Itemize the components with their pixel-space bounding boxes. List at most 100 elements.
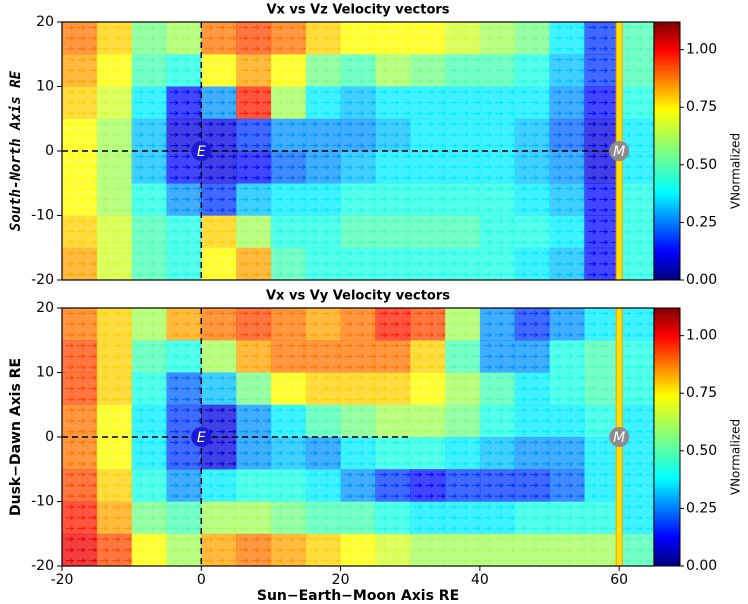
arrow bbox=[599, 250, 609, 256]
arrow bbox=[286, 407, 295, 413]
arrow bbox=[518, 272, 528, 278]
arrow bbox=[320, 536, 330, 542]
arrow bbox=[402, 515, 412, 521]
arrow-glyphs bbox=[518, 24, 551, 52]
arrow bbox=[518, 343, 528, 349]
arrow bbox=[390, 493, 400, 499]
arrow bbox=[65, 375, 75, 381]
arrow bbox=[518, 57, 528, 63]
arrow bbox=[518, 239, 528, 245]
arrow bbox=[251, 472, 261, 478]
arrow bbox=[286, 164, 295, 170]
arrow bbox=[262, 175, 272, 181]
arrow bbox=[494, 164, 504, 170]
arrow bbox=[599, 525, 609, 531]
arrow bbox=[634, 35, 644, 41]
arrow bbox=[587, 250, 597, 256]
arrow-glyphs bbox=[622, 375, 655, 402]
arrow bbox=[169, 429, 179, 435]
arrow-glyphs bbox=[100, 472, 133, 499]
arrow bbox=[262, 504, 272, 510]
arrow bbox=[413, 110, 423, 116]
arrow bbox=[483, 418, 493, 424]
arrow bbox=[77, 164, 86, 170]
arrow bbox=[634, 67, 644, 73]
arrow bbox=[506, 386, 516, 392]
arrow bbox=[239, 239, 249, 245]
arrow bbox=[216, 207, 226, 213]
arrow bbox=[448, 239, 458, 245]
arrow bbox=[158, 558, 168, 564]
arrow bbox=[239, 143, 249, 149]
arrow-glyphs bbox=[413, 121, 446, 149]
arrow bbox=[448, 153, 458, 159]
arrow bbox=[553, 132, 562, 138]
arrow bbox=[88, 175, 98, 181]
arrow bbox=[460, 429, 470, 435]
arrow bbox=[634, 375, 644, 381]
arrow-glyphs bbox=[413, 407, 446, 435]
arrow bbox=[181, 310, 191, 316]
arrow bbox=[135, 89, 145, 95]
arrow bbox=[332, 461, 342, 467]
arrow bbox=[216, 164, 226, 170]
arrow bbox=[274, 375, 284, 381]
arrow bbox=[123, 493, 133, 499]
arrow bbox=[181, 364, 191, 370]
arrow bbox=[483, 396, 493, 402]
arrow bbox=[309, 386, 319, 392]
arrow bbox=[344, 261, 353, 267]
arrow bbox=[553, 46, 562, 52]
arrow bbox=[541, 89, 551, 95]
arrow bbox=[355, 482, 365, 488]
arrow bbox=[286, 207, 295, 213]
arrow bbox=[227, 164, 237, 170]
arrow bbox=[448, 110, 458, 116]
arrow bbox=[274, 196, 284, 202]
arrow bbox=[216, 186, 226, 192]
arrow bbox=[332, 143, 342, 149]
arrow bbox=[553, 558, 562, 564]
arrow-glyphs bbox=[518, 375, 551, 402]
arrow bbox=[460, 386, 470, 392]
arrow bbox=[634, 439, 644, 445]
arrow bbox=[88, 229, 98, 235]
arrow bbox=[483, 121, 493, 127]
arrow-glyphs bbox=[378, 343, 412, 370]
arrow bbox=[309, 261, 319, 267]
arrow-glyphs bbox=[239, 310, 272, 338]
arrow-glyphs bbox=[204, 472, 237, 499]
arrow bbox=[344, 57, 353, 63]
arrow bbox=[413, 450, 423, 456]
arrow bbox=[123, 153, 133, 159]
arrow bbox=[367, 321, 377, 327]
arrow bbox=[88, 57, 98, 63]
arrow bbox=[576, 164, 586, 170]
arrow bbox=[158, 472, 168, 478]
arrow bbox=[320, 396, 330, 402]
arrow bbox=[204, 321, 214, 327]
arrow bbox=[227, 439, 237, 445]
arrow-glyphs bbox=[448, 536, 481, 564]
arrow bbox=[541, 429, 551, 435]
arrow bbox=[239, 547, 249, 553]
arrow bbox=[65, 272, 75, 278]
arrow bbox=[564, 239, 574, 245]
arrow-glyphs bbox=[309, 439, 342, 467]
arrow bbox=[518, 132, 528, 138]
arrow bbox=[262, 525, 272, 531]
arrow bbox=[286, 229, 295, 235]
arrow bbox=[169, 229, 179, 235]
arrow-glyphs bbox=[553, 186, 586, 213]
arrow bbox=[378, 450, 388, 456]
arrow-glyphs bbox=[483, 536, 516, 564]
arrow bbox=[286, 46, 295, 52]
arrow bbox=[123, 24, 133, 30]
arrow bbox=[65, 396, 75, 402]
arrow bbox=[262, 250, 272, 256]
arrow bbox=[506, 515, 516, 521]
arrow bbox=[425, 164, 435, 170]
arrow bbox=[227, 450, 237, 456]
arrow bbox=[297, 164, 307, 170]
arrow bbox=[169, 407, 179, 413]
